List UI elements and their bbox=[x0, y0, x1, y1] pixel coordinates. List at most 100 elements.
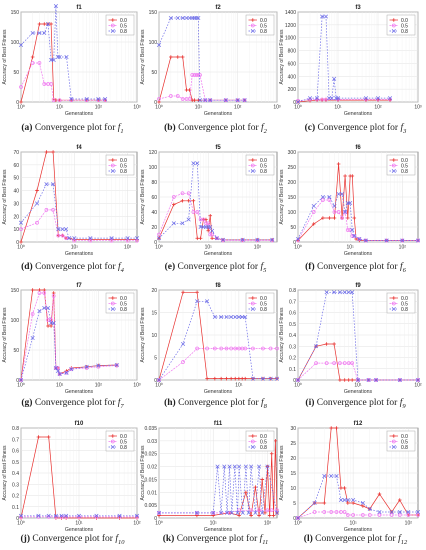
data-point bbox=[45, 21, 51, 27]
data-point bbox=[244, 490, 248, 495]
data-point bbox=[342, 290, 347, 295]
caption-text: Convergence plot for bbox=[317, 262, 398, 272]
data-point bbox=[233, 376, 238, 381]
data-point bbox=[42, 291, 47, 295]
y-tick-label: 1200 bbox=[285, 23, 296, 29]
y-tick-label: 70 bbox=[13, 150, 19, 156]
x-tick-label: 10³ bbox=[414, 105, 422, 111]
data-point bbox=[69, 367, 74, 372]
legend-marker bbox=[391, 163, 396, 168]
data-point bbox=[240, 237, 245, 242]
legend-label: 0.0 bbox=[260, 18, 267, 24]
data-point bbox=[181, 360, 185, 364]
caption-label: (l) bbox=[303, 534, 313, 544]
data-point bbox=[171, 195, 176, 199]
legend: 0.00.50.8 bbox=[245, 430, 275, 452]
legend-label: 0.5 bbox=[260, 301, 267, 307]
data-point bbox=[345, 497, 350, 503]
y-tick-label: 15 bbox=[290, 471, 296, 477]
y-tick-label: 0.5 bbox=[289, 322, 296, 328]
caption-subscript: 11 bbox=[262, 538, 269, 546]
y-tick-label: 0.8 bbox=[289, 288, 296, 294]
data-point bbox=[59, 513, 64, 518]
y-tick-label: 20 bbox=[290, 456, 296, 462]
legend: 0.00.50.8 bbox=[105, 14, 135, 36]
data-point bbox=[240, 314, 245, 320]
data-point bbox=[249, 513, 253, 518]
caption-text: Convergence plot for bbox=[32, 534, 113, 544]
data-point bbox=[125, 238, 130, 243]
data-point bbox=[295, 236, 301, 242]
data-point bbox=[240, 510, 245, 515]
caption-g: (g) Convergence plot for f7 bbox=[10, 398, 135, 410]
caption-text: Convergence plot for bbox=[316, 398, 398, 408]
data-point bbox=[219, 376, 223, 381]
y-tick-label: 60 bbox=[151, 195, 157, 201]
x-tick-label: 10¹ bbox=[195, 105, 203, 111]
y-tick-label: 200 bbox=[288, 87, 297, 93]
data-point bbox=[322, 473, 327, 479]
legend-marker bbox=[250, 444, 255, 450]
series-0.8 bbox=[295, 14, 393, 105]
data-point bbox=[387, 96, 393, 101]
data-point bbox=[332, 342, 336, 346]
caption-symbol: f bbox=[398, 534, 401, 544]
series-0.5 bbox=[157, 191, 275, 243]
caption-symbol: f bbox=[115, 534, 118, 544]
legend-marker bbox=[250, 28, 255, 34]
data-point bbox=[168, 15, 173, 21]
caption-label: (b) bbox=[164, 123, 176, 133]
caption-subscript: 8 bbox=[263, 402, 267, 410]
data-point bbox=[88, 236, 93, 241]
data-point bbox=[42, 82, 47, 86]
data-point bbox=[76, 513, 82, 518]
data-point bbox=[243, 464, 248, 469]
legend-label: 0.0 bbox=[401, 434, 408, 440]
caption-subscript: 12 bbox=[400, 538, 408, 546]
data-point bbox=[192, 98, 197, 102]
data-point bbox=[329, 510, 334, 514]
data-point bbox=[187, 97, 192, 101]
data-point bbox=[42, 305, 47, 311]
data-point bbox=[327, 216, 332, 220]
data-point bbox=[175, 55, 180, 59]
series-0.5 bbox=[157, 346, 279, 382]
data-point bbox=[195, 299, 200, 304]
data-point bbox=[227, 464, 232, 469]
y-tick-label: 60 bbox=[13, 163, 19, 169]
data-point bbox=[30, 335, 35, 341]
legend-marker bbox=[251, 296, 255, 300]
series-0.8 bbox=[156, 15, 247, 103]
data-point bbox=[332, 361, 336, 365]
data-point bbox=[44, 150, 49, 154]
data-point bbox=[329, 426, 333, 430]
y-tick-label: 0 bbox=[154, 378, 157, 384]
data-point bbox=[190, 73, 195, 77]
legend-label: 0.5 bbox=[120, 163, 127, 169]
data-point bbox=[64, 513, 69, 518]
legend-label: 0.8 bbox=[260, 29, 267, 35]
data-point bbox=[37, 61, 42, 65]
legend-marker bbox=[110, 444, 115, 450]
y-tick-label: 250 bbox=[288, 165, 297, 171]
legend-marker bbox=[391, 23, 396, 28]
data-point bbox=[55, 368, 60, 374]
data-point bbox=[352, 234, 357, 238]
data-point bbox=[181, 341, 186, 347]
caption-f: (f) Convergence plot for f6 bbox=[288, 262, 423, 274]
data-point bbox=[343, 209, 348, 215]
chart-title: f5 bbox=[215, 145, 221, 151]
data-point bbox=[377, 492, 382, 496]
data-point bbox=[329, 473, 334, 479]
data-point bbox=[342, 378, 347, 382]
y-tick-label: 0 bbox=[293, 378, 296, 384]
data-point bbox=[233, 314, 238, 320]
y-tick-label: 50 bbox=[13, 70, 19, 76]
legend: 0.00.50.8 bbox=[386, 430, 416, 452]
data-point bbox=[343, 174, 347, 178]
y-tick-label: 600 bbox=[288, 61, 297, 67]
data-point bbox=[42, 30, 47, 36]
data-point bbox=[269, 451, 274, 456]
series-line bbox=[158, 17, 245, 101]
data-point bbox=[397, 509, 402, 515]
